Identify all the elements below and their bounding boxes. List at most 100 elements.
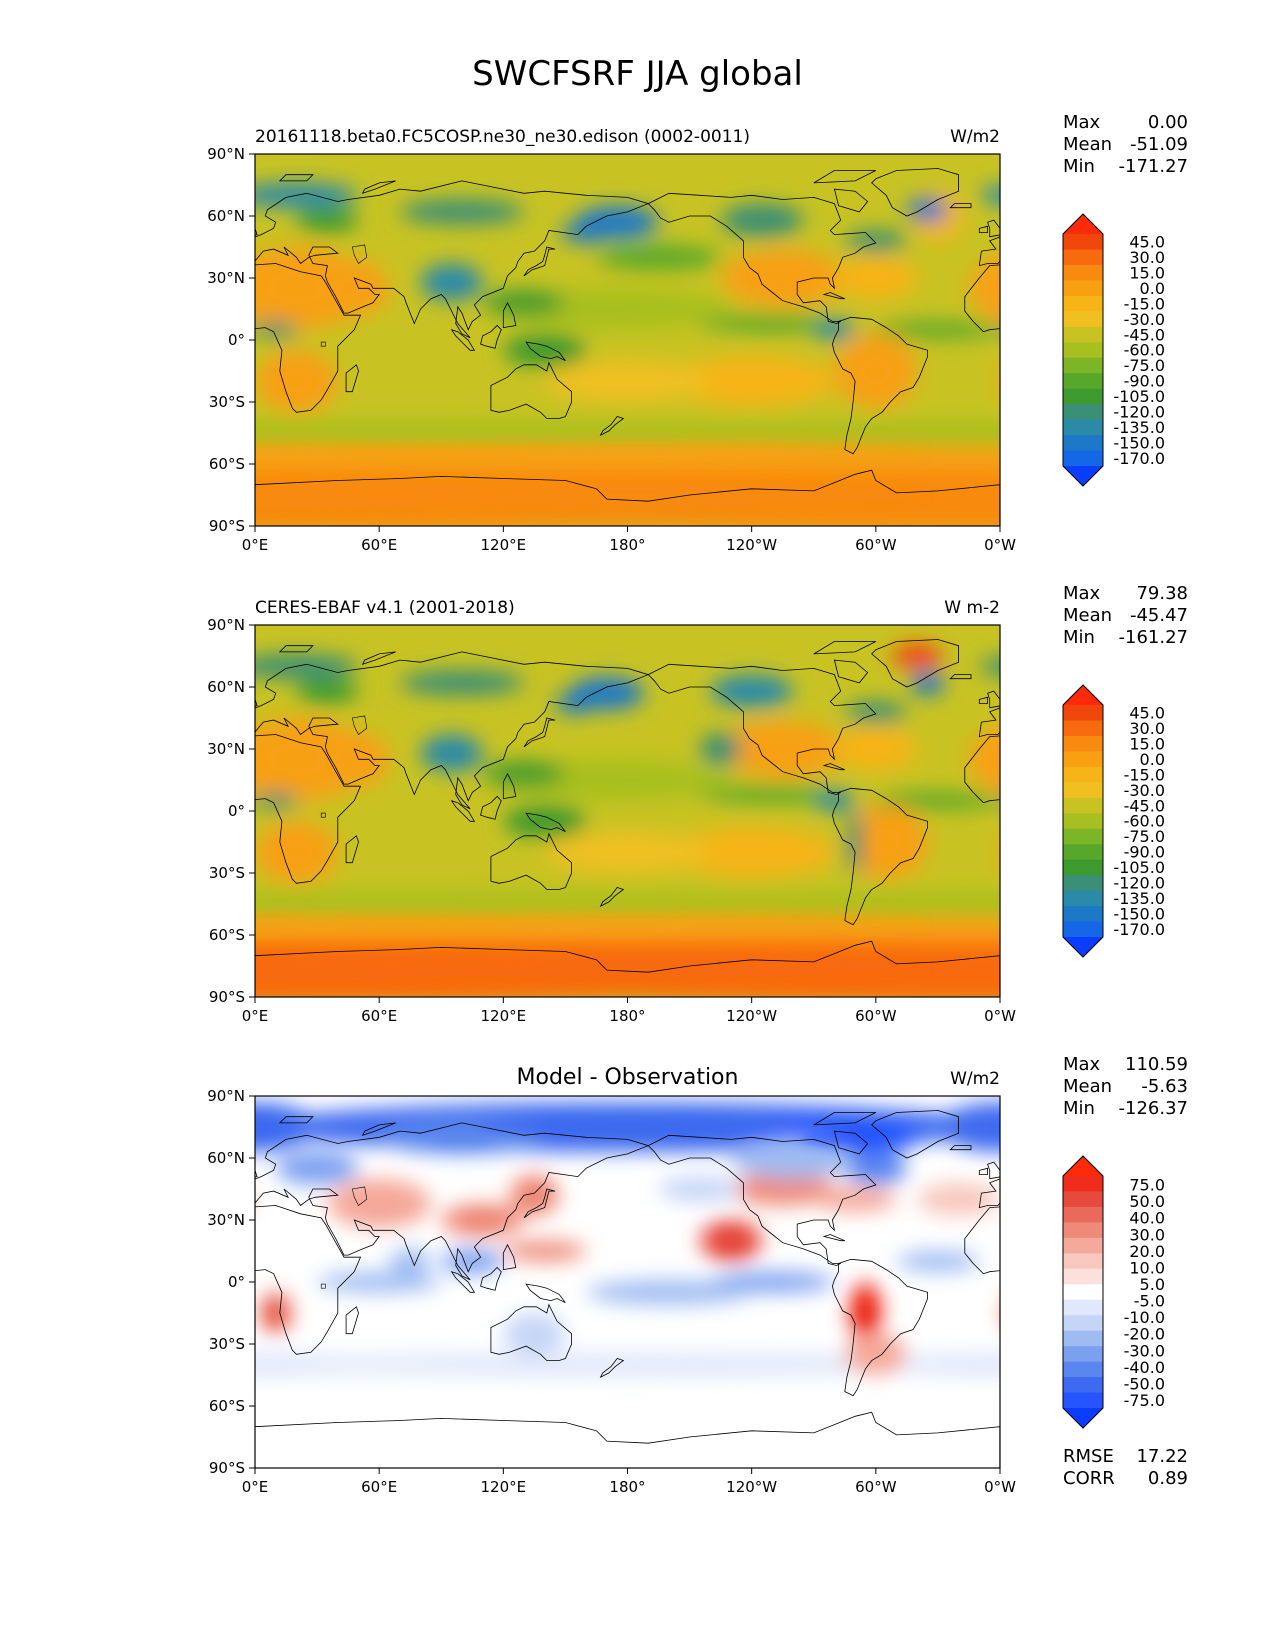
nz-coastline — [599, 416, 625, 437]
lon-tick-label: 180° — [609, 536, 645, 554]
colorbar-level — [1063, 435, 1103, 452]
uk_ireland-coastline — [234, 226, 242, 232]
lat-tick-label: 30°N — [207, 740, 245, 758]
newguinea-coastline — [1271, 342, 1275, 361]
uk_ireland-coastline — [234, 697, 242, 703]
field-contours — [100, 643, 1275, 997]
colorbar-tick-label: 45.0 — [1129, 703, 1165, 722]
field-region — [813, 1186, 897, 1212]
field-region — [859, 740, 893, 758]
field-region — [917, 1182, 1000, 1216]
field-region — [296, 678, 359, 704]
field-region — [0, 1352, 255, 1377]
stat-label: Min — [1063, 1098, 1095, 1119]
field-region — [162, 197, 203, 222]
field-region — [844, 230, 907, 252]
lat-tick-label: 60°S — [209, 1397, 245, 1415]
stat-value: 0.00 — [1148, 112, 1188, 133]
uk_ireland-coastline — [234, 1168, 242, 1174]
africa_lakes-coastline — [320, 812, 326, 818]
caspian-coastline — [351, 1186, 368, 1206]
colorbar-tick-label: 15.0 — [1129, 263, 1165, 282]
field-region — [1248, 805, 1275, 838]
colorbar-tick-label: -10.0 — [1124, 1308, 1165, 1327]
field-region — [0, 1137, 110, 1178]
colorbar-extend-min — [1063, 1408, 1103, 1428]
figure-title: SWCFSRF JJA global — [472, 54, 803, 94]
greenland-coastline — [871, 639, 959, 688]
field-region — [1000, 321, 1041, 338]
lon-tick-label: 0°E — [242, 536, 269, 554]
field-region — [255, 1102, 318, 1152]
colorbar-tick-label: -105.0 — [1113, 387, 1165, 406]
uk_ireland-coastline — [978, 225, 988, 233]
colorbar-level — [1063, 342, 1103, 359]
antarctic-coastline — [255, 469, 1000, 526]
lat-tick-label: 90°N — [207, 616, 245, 634]
borneo-coastline — [480, 324, 502, 349]
field-region — [906, 197, 949, 223]
field-region — [503, 1240, 587, 1262]
field-region — [1124, 1121, 1275, 1154]
novaya-coastline — [1108, 1123, 1141, 1135]
lon-tick-label: 60°W — [855, 1007, 897, 1025]
lon-tick-label: 120°W — [726, 1478, 777, 1496]
philippines-coastline — [502, 301, 517, 329]
colorbar-level — [1063, 875, 1103, 892]
lon-tick-label: 60°E — [361, 1007, 397, 1025]
lon-tick-label: 120°W — [726, 1007, 777, 1025]
lon-tick-label: 180° — [609, 1478, 645, 1496]
field-region — [503, 804, 587, 838]
field-region — [1255, 1175, 1275, 1216]
japan-coastline — [523, 246, 556, 277]
field-region — [731, 1137, 856, 1179]
field-region — [102, 811, 119, 873]
sumatra-coastline — [450, 799, 476, 822]
field-region — [255, 653, 359, 679]
field-region — [279, 368, 313, 394]
novaya-coastline — [361, 1122, 396, 1136]
colorbar-outline — [1062, 213, 1104, 487]
colorbar-level — [1063, 735, 1103, 752]
namerica-coastline — [0, 193, 131, 323]
field-region — [100, 1152, 162, 1185]
panel-left-title: CERES-EBAF v4.1 (2001-2018) — [255, 598, 515, 618]
field-region — [428, 1130, 495, 1144]
stat-label: Max — [1063, 1054, 1101, 1075]
coastlines — [0, 168, 1275, 526]
colorbar-level — [1063, 1268, 1103, 1285]
field-region — [0, 315, 100, 332]
africa-coastline — [255, 1205, 362, 1355]
extra-stat-label: RMSE — [1063, 1446, 1114, 1467]
extra-stat-value: 0.89 — [1148, 1468, 1188, 1489]
baffin-coastline — [833, 188, 869, 213]
stat-value: -5.63 — [1141, 1076, 1188, 1097]
lon-tick-label: 180° — [609, 1007, 645, 1025]
field-region — [89, 257, 172, 298]
britain-coastline — [255, 698, 258, 707]
panel-units: W/m2 — [950, 127, 1000, 147]
colorbar-tick-label: -120.0 — [1113, 874, 1165, 893]
field-region — [858, 1300, 873, 1326]
ellesmere-coastline — [69, 642, 131, 654]
japan-coastline — [523, 1188, 556, 1219]
britain-coastline — [255, 227, 258, 236]
colorbar-level — [1063, 890, 1103, 907]
philippines-coastline — [502, 1243, 517, 1271]
namerica-coastline — [647, 1134, 877, 1266]
colorbar-level — [1063, 1176, 1103, 1192]
field-region — [69, 1187, 152, 1212]
ellesmere-coastline — [813, 641, 876, 655]
lon-tick-label: 0°W — [984, 536, 1016, 554]
field-region — [1186, 1204, 1269, 1237]
britain-coastline — [255, 1169, 258, 1178]
field-region — [399, 199, 524, 225]
field-region — [100, 702, 162, 723]
colorbar: 45.030.015.00.0-15.0-30.0-45.0-60.0-75.0… — [1062, 684, 1165, 958]
samerica-coastline — [87, 1259, 182, 1395]
colorbar-tick-label: -30.0 — [1124, 781, 1165, 800]
colorbar-tick-label: 40.0 — [1129, 1209, 1165, 1228]
novaya-coastline — [361, 651, 396, 665]
baffin-coastline — [89, 189, 122, 212]
lat-tick-label: 30°S — [209, 864, 245, 882]
